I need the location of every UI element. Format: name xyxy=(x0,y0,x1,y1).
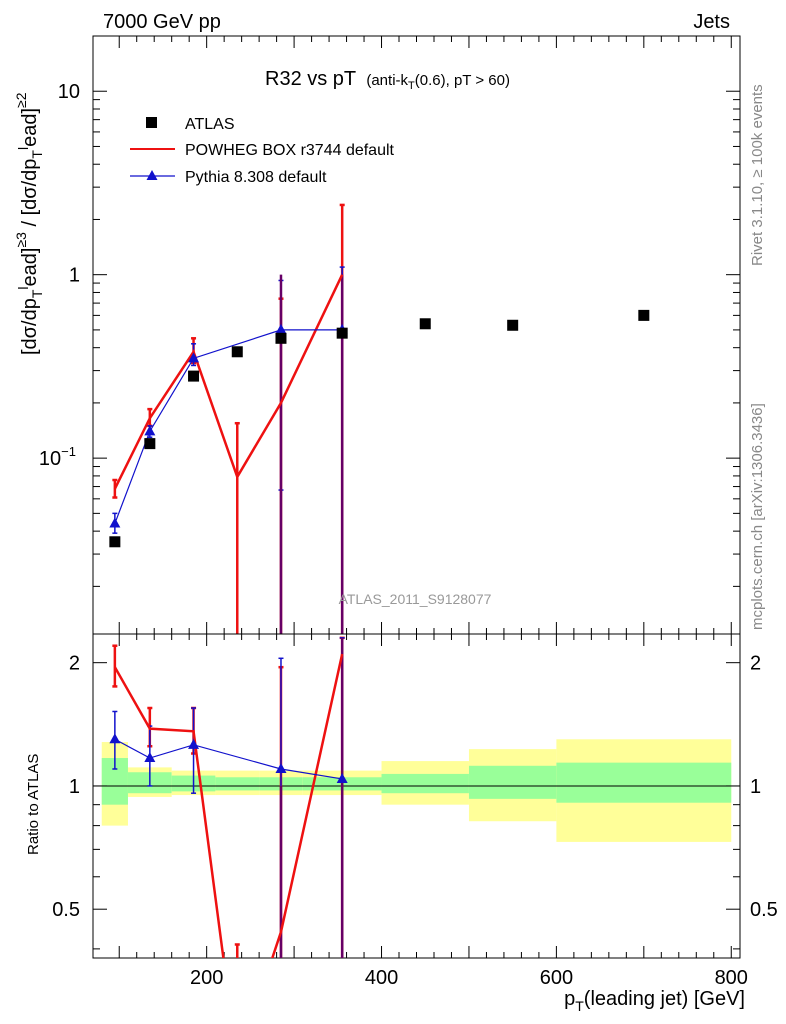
ratio-y-tick-label: 1 xyxy=(69,776,80,798)
legend-powheg-label: POWHEG BOX r3744 default xyxy=(185,142,395,159)
atlas-marker xyxy=(336,327,348,339)
atlas-marker xyxy=(188,370,200,382)
legend-pythia-label: Pythia 8.308 default xyxy=(185,169,327,186)
pythia-marker xyxy=(275,323,287,334)
x-tick-label: 800 xyxy=(715,967,748,989)
ratio-plot-area: 200 400 600 800 2 2 1 1 0.5 0.5 xyxy=(52,633,778,989)
y-tick-label: 10 xyxy=(58,81,80,103)
y-tick-label-exponent: −1 xyxy=(61,444,76,459)
pythia-marker xyxy=(109,517,121,528)
x-axis-label: pT(leading jet) [GeV] xyxy=(564,988,745,1014)
pythia-marker xyxy=(144,425,156,436)
analysis-watermark: ATLAS_2011_S9128077 xyxy=(339,591,492,607)
ratio-y-tick-label-right: 2 xyxy=(750,653,761,675)
ratio-y-tick-label-right: 0.5 xyxy=(750,899,778,921)
ratio-y-tick-label-right: 1 xyxy=(750,776,761,798)
ratio-y-tick-label: 2 xyxy=(69,653,80,675)
pythia-marker xyxy=(188,352,200,363)
atlas-marker xyxy=(231,346,243,358)
pythia-ratio-marker xyxy=(144,752,156,763)
chart-title: R32 vs pT (anti-kT(0.6), pT > 60) xyxy=(265,68,510,92)
pythia-ratio-marker xyxy=(336,772,348,783)
x-tick-label: 400 xyxy=(365,967,398,989)
side-label-mcplots: mcplots.cern.ch [arXiv:1306.3436] xyxy=(749,403,766,630)
atlas-marker xyxy=(109,536,121,548)
ratio-band-inner xyxy=(381,773,469,794)
ratio-band-inner xyxy=(215,777,260,791)
pythia-ratio-marker xyxy=(275,762,287,773)
legend-pythia-marker xyxy=(146,170,158,180)
atlas-marker xyxy=(419,318,431,330)
atlas-marker xyxy=(638,309,650,321)
legend-atlas-label: ATLAS xyxy=(185,116,235,133)
side-label-rivet: Rivet 3.1.10, ≥ 100k events xyxy=(749,84,766,266)
ratio-band-inner xyxy=(556,762,732,803)
atlas-marker xyxy=(275,332,287,344)
powheg-ratio-line xyxy=(113,653,344,958)
header-left: 7000 GeV pp xyxy=(103,11,221,33)
chart-title-sub: (anti-kT(0.6), pT > 60) xyxy=(366,72,510,92)
legend-atlas-marker xyxy=(146,117,157,128)
atlas-marker xyxy=(507,319,519,331)
y-tick-label: 10−1 xyxy=(39,444,76,470)
ratio-series-group xyxy=(109,636,348,958)
ratio-y-axis-label: Ratio to ATLAS xyxy=(25,754,42,855)
atlas-marker xyxy=(144,438,156,450)
x-tick-label: 200 xyxy=(190,967,223,989)
pythia-ratio-marker xyxy=(188,738,200,749)
header-right: Jets xyxy=(693,11,730,33)
legend: ATLAS POWHEG BOX r3744 default Pythia 8.… xyxy=(130,116,395,186)
y-tick-label: 1 xyxy=(69,265,80,287)
main-plot-area: 10 1 10−1 xyxy=(39,35,741,635)
chart-title-main: R32 vs pT xyxy=(265,68,356,90)
y-axis-label: [dσ/dpTlead]≥3 / [dσ/dpTlead]≥2 xyxy=(13,92,45,355)
pythia-ratio-marker xyxy=(109,733,121,744)
powheg-line xyxy=(113,274,344,490)
ratio-y-tick-label: 0.5 xyxy=(52,899,80,921)
ratio-band-inner xyxy=(468,765,557,799)
main-series-group xyxy=(109,203,650,634)
x-tick-label: 600 xyxy=(540,967,573,989)
